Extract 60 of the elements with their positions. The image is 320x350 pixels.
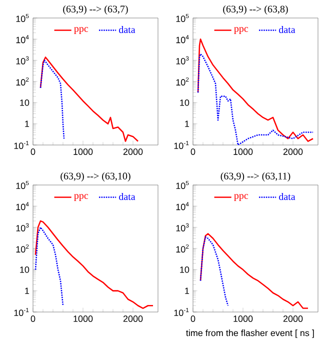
x-tick-label: 1000 bbox=[74, 148, 93, 155]
legend-label: ppc bbox=[234, 27, 248, 34]
y-tick-label: 1 bbox=[25, 120, 30, 127]
y-tick-label: 10$^{-1}$ bbox=[14, 140, 29, 150]
y-tick-label: 10 bbox=[20, 266, 30, 273]
chart-title: (63,9) --> (63,8) bbox=[223, 5, 288, 14]
chart-title: (63,9) --> (63,10) bbox=[60, 172, 130, 182]
y-tick-label: 10$^{-1}$ bbox=[14, 308, 29, 316]
legend-label: data bbox=[279, 26, 296, 34]
line-series bbox=[200, 236, 229, 306]
y-tick-label: 10 bbox=[20, 99, 30, 106]
x-tick-label: 2000 bbox=[123, 316, 143, 322]
y-tick-label: 10$^{5}$ bbox=[176, 14, 189, 22]
legend-label: ppc bbox=[234, 194, 248, 201]
chart-title: (63,9) --> (63,7) bbox=[63, 5, 128, 14]
line-series bbox=[200, 233, 309, 309]
x-tick-label: 0 bbox=[30, 316, 36, 322]
y-tick-label: 10$^{3}$ bbox=[16, 223, 29, 232]
x-tick-label: 1000 bbox=[234, 148, 253, 155]
y-tick-label: 10$^{3}$ bbox=[176, 56, 189, 64]
x-tick-label: 2000 bbox=[123, 148, 143, 155]
y-tick-label: 10$^{5}$ bbox=[16, 14, 29, 22]
y-tick-label: 10$^{3}$ bbox=[16, 56, 29, 64]
y-tick-label: 10$^{5}$ bbox=[16, 180, 29, 190]
y-tick-label: 10$^{4}$ bbox=[16, 35, 29, 44]
y-tick-label: 10$^{2}$ bbox=[16, 77, 29, 86]
line-series bbox=[34, 220, 154, 309]
x-tick-label: 1000 bbox=[74, 316, 93, 322]
y-tick-label: 10$^{-1}$ bbox=[174, 308, 189, 316]
x-tick-label: 0 bbox=[190, 148, 196, 155]
x-tick-label: 0 bbox=[30, 148, 36, 155]
y-tick-label: 10$^{4}$ bbox=[16, 202, 29, 210]
line-series bbox=[34, 226, 64, 306]
y-tick-label: 10$^{3}$ bbox=[176, 223, 189, 232]
legend-label: ppc bbox=[74, 27, 88, 34]
x-tick-label: 2000 bbox=[283, 148, 303, 155]
y-tick-label: 10$^{2}$ bbox=[16, 244, 29, 253]
x-tick-label: 2000 bbox=[283, 316, 303, 322]
y-tick-label: 10$^{2}$ bbox=[176, 244, 189, 253]
y-tick-label: 10$^{5}$ bbox=[176, 180, 189, 190]
y-tick-label: 10$^{-1}$ bbox=[174, 140, 189, 150]
y-tick-label: 10$^{4}$ bbox=[176, 35, 189, 44]
y-tick-label: 10 bbox=[180, 266, 190, 273]
y-tick-label: 1 bbox=[185, 120, 190, 127]
y-tick-label: 10$^{4}$ bbox=[176, 202, 189, 210]
line-series bbox=[40, 56, 139, 142]
y-tick-label: 1 bbox=[185, 288, 190, 294]
line-series bbox=[40, 60, 65, 140]
x-axis-title: time from the flasher event [ ns ] bbox=[186, 330, 314, 338]
legend-label: data bbox=[119, 26, 136, 34]
line-series bbox=[197, 53, 314, 145]
x-tick-label: 0 bbox=[190, 316, 196, 322]
legend-label: data bbox=[279, 192, 296, 200]
y-tick-label: 1 bbox=[25, 288, 30, 294]
legend-label: data bbox=[119, 192, 136, 200]
legend-label: ppc bbox=[74, 194, 88, 201]
chart-title: (63,9) --> (63,11) bbox=[220, 172, 290, 182]
y-tick-label: 10 bbox=[180, 99, 190, 106]
y-tick-label: 10$^{2}$ bbox=[176, 77, 189, 86]
x-tick-label: 1000 bbox=[234, 316, 253, 322]
